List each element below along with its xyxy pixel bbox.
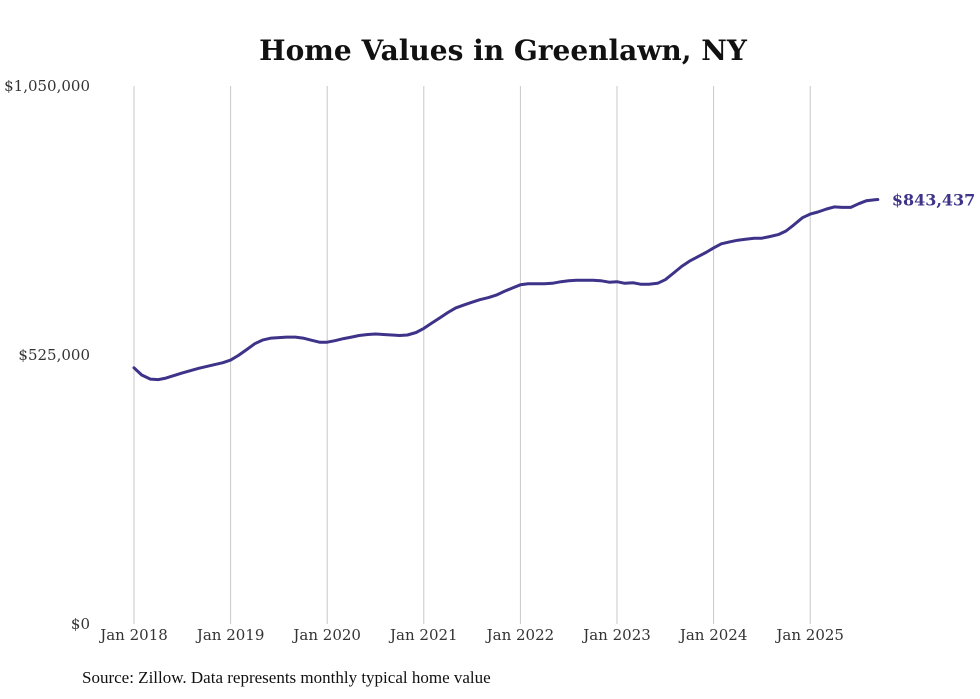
source-note: Source: Zillow. Data represents monthly …	[82, 668, 491, 687]
chart-title: Home Values in Greenlawn, NY	[259, 34, 748, 67]
y-axis: $0 $525,000 $1,050,000	[4, 77, 90, 633]
gridlines	[133, 86, 811, 624]
x-tick-label: Jan 2019	[195, 626, 265, 644]
y-tick-label: $0	[71, 615, 90, 633]
series-layer: $843,437	[132, 190, 976, 382]
x-tick-label: Jan 2022	[485, 626, 555, 644]
x-tick-label: Jan 2020	[291, 626, 361, 644]
series-line	[132, 198, 880, 382]
x-tick-label: Jan 2023	[581, 626, 651, 644]
x-tick-label: Jan 2025	[774, 626, 844, 644]
y-tick-label: $525,000	[18, 346, 90, 364]
y-tick-label: $1,050,000	[4, 77, 90, 95]
end-value-label: $843,437	[892, 190, 976, 209]
x-tick-label: Jan 2018	[98, 626, 168, 644]
x-tick-label: Jan 2021	[388, 626, 458, 644]
x-tick-label: Jan 2024	[678, 626, 748, 644]
x-axis: Jan 2018 Jan 2019 Jan 2020 Jan 2021 Jan 2022…	[98, 626, 844, 644]
